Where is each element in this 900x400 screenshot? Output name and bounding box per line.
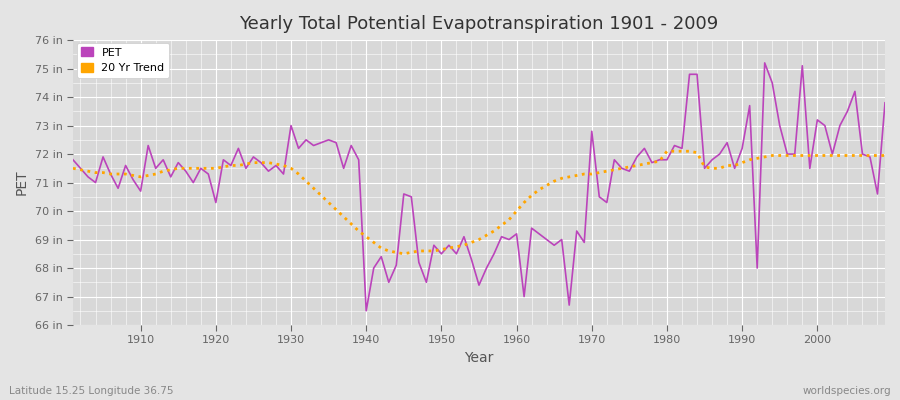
Legend: PET, 20 Yr Trend: PET, 20 Yr Trend (77, 43, 169, 78)
X-axis label: Year: Year (464, 351, 494, 365)
Text: worldspecies.org: worldspecies.org (803, 386, 891, 396)
Title: Yearly Total Potential Evapotranspiration 1901 - 2009: Yearly Total Potential Evapotranspiratio… (239, 15, 718, 33)
Y-axis label: PET: PET (15, 170, 29, 195)
Text: Latitude 15.25 Longitude 36.75: Latitude 15.25 Longitude 36.75 (9, 386, 174, 396)
